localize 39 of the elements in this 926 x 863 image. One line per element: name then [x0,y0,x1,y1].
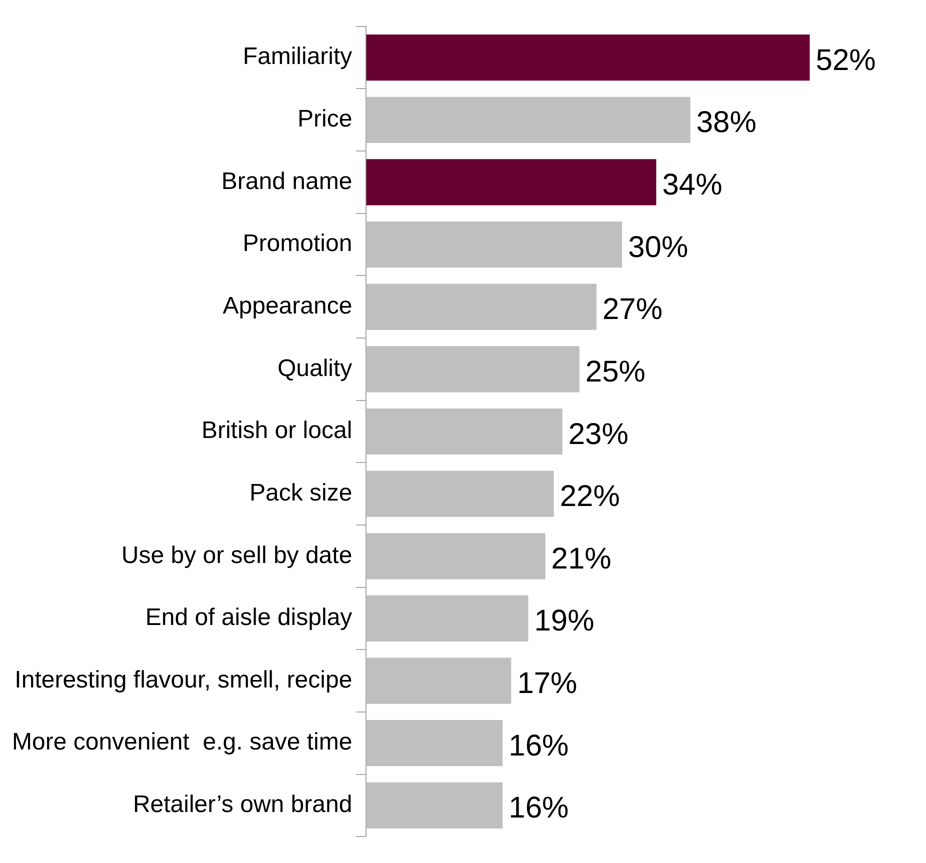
y-tick-label: Interesting flavour, smell, recipe [14,666,352,694]
y-tick-label: Quality [277,354,352,382]
data-label: 22% [560,480,620,514]
bar [366,346,580,392]
bar [366,221,622,268]
data-label: 16% [508,792,569,825]
y-tick-label: End of aisle display [145,604,352,632]
data-label: 21% [551,542,612,576]
bar [366,533,546,580]
y-tick-label: Familiarity [242,43,352,70]
data-label: 17% [517,667,578,700]
data-label: 30% [628,230,688,264]
bar [366,782,503,828]
y-tick-label: Promotion [242,230,352,258]
data-label: 52% [816,44,876,77]
bar [366,96,690,143]
bar [366,658,512,704]
y-tick-label: Price [297,106,352,133]
bar [366,159,656,206]
bar [366,408,562,455]
data-label: 23% [568,418,628,451]
y-tick-label: Brand name [221,168,352,195]
data-label: 38% [696,106,756,140]
y-tick-label: Pack size [249,479,352,506]
y-tick-label: Retailer’s own brand [132,791,352,818]
data-label: 19% [534,604,594,638]
bar [366,470,554,517]
y-tick-label: Appearance [222,292,352,320]
y-tick-label: British or local [201,417,352,444]
data-label: 25% [585,355,646,388]
data-label: 34% [662,168,722,202]
y-tick-label: Use by or sell by date [121,542,352,569]
bar [366,595,528,642]
bar [366,34,810,81]
data-label: 16% [508,729,569,762]
bar [366,720,503,766]
y-tick-label: More convenient e.g. save time [12,728,352,756]
bar [366,284,596,330]
data-label: 27% [602,293,663,326]
